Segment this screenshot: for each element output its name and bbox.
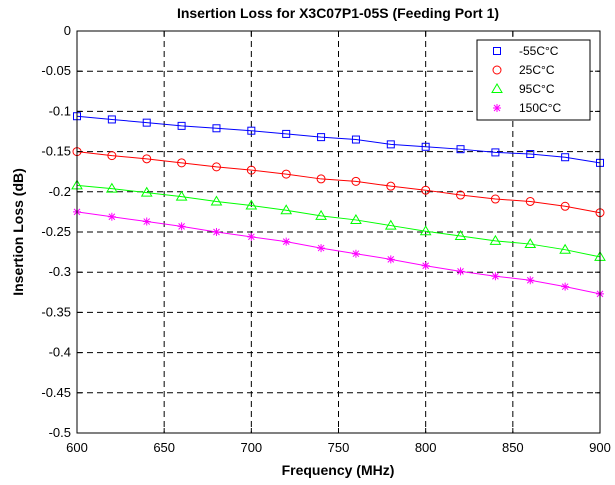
data-point — [386, 140, 395, 149]
data-point — [526, 276, 535, 285]
data-point — [386, 255, 395, 264]
y-tick-label: -0.25 — [41, 224, 71, 239]
y-axis-label: Insertion Loss (dB) — [10, 168, 26, 296]
y-tick-label: -0.4 — [49, 345, 71, 360]
data-point — [454, 230, 467, 241]
data-point — [142, 217, 151, 226]
data-point — [561, 282, 570, 291]
series-line — [76, 115, 601, 164]
data-point — [175, 190, 188, 201]
y-tick-label: -0.1 — [49, 103, 71, 118]
y-tick-label: -0.2 — [49, 184, 71, 199]
data-point — [105, 182, 118, 193]
legend-marker — [493, 47, 501, 55]
data-point — [246, 165, 256, 175]
legend-label: 95C°C — [519, 82, 555, 96]
legend-marker — [493, 104, 501, 112]
data-point — [177, 121, 186, 130]
data-point — [456, 267, 465, 276]
series-0 — [73, 112, 604, 167]
data-point — [456, 145, 465, 154]
x-tick-label: 900 — [589, 440, 611, 455]
data-point — [177, 158, 187, 168]
data-point — [560, 201, 570, 211]
data-point — [315, 209, 327, 220]
data-point — [489, 234, 502, 245]
data-point — [561, 153, 570, 162]
data-point — [491, 272, 500, 281]
series-1 — [72, 147, 605, 218]
data-point — [247, 126, 256, 135]
data-point — [282, 237, 291, 246]
y-tick-label: -0.45 — [41, 385, 71, 400]
data-point — [351, 135, 360, 144]
x-tick-label: 650 — [153, 440, 175, 455]
x-tick-label: 850 — [502, 440, 524, 455]
y-tick-label: -0.15 — [41, 144, 71, 159]
series-3 — [73, 207, 604, 298]
data-point — [317, 244, 326, 253]
data-point — [559, 243, 572, 254]
legend-label: -55C°C — [519, 44, 559, 58]
x-tick-label: 750 — [328, 440, 350, 455]
x-tick-label: 600 — [66, 440, 88, 455]
data-point — [140, 186, 153, 197]
data-point — [490, 194, 500, 204]
data-point — [384, 219, 397, 230]
data-point — [142, 118, 151, 127]
series-line — [76, 211, 601, 295]
data-point — [211, 162, 221, 172]
data-point — [282, 129, 291, 138]
series-2 — [71, 179, 606, 261]
legend-label: 25C°C — [519, 63, 555, 77]
data-point — [142, 154, 152, 164]
y-tick-label: -0.05 — [41, 63, 71, 78]
data-point — [421, 142, 430, 151]
legend-marker — [491, 83, 503, 93]
series-line — [76, 151, 601, 214]
legend-marker — [492, 65, 502, 75]
x-tick-label: 700 — [240, 440, 262, 455]
data-point — [107, 151, 117, 161]
data-point — [245, 199, 258, 210]
chart-title: Insertion Loss for X3C07P1-05S (Feeding … — [177, 5, 499, 21]
data-point — [491, 148, 500, 157]
data-point — [212, 228, 221, 236]
legend-label: 150C°C — [519, 101, 561, 115]
data-point — [316, 174, 326, 184]
data-point — [107, 212, 116, 221]
data-point — [525, 196, 535, 206]
data-point — [107, 115, 116, 124]
y-tick-label: -0.35 — [41, 304, 71, 319]
data-point — [526, 150, 535, 159]
y-tick-label: -0.3 — [49, 264, 71, 279]
x-tick-label: 800 — [415, 440, 437, 455]
data-point — [210, 195, 223, 206]
series-layer — [71, 112, 606, 298]
data-point — [351, 176, 361, 186]
data-point — [212, 124, 221, 133]
series-line — [76, 184, 601, 258]
data-point — [419, 225, 432, 236]
data-point — [280, 204, 293, 215]
data-point — [456, 190, 466, 200]
x-axis-label: Frequency (MHz) — [282, 462, 395, 478]
data-point — [281, 169, 291, 179]
data-point — [386, 181, 396, 191]
data-point — [317, 133, 326, 142]
data-point — [421, 261, 430, 270]
y-tick-label: 0 — [64, 23, 71, 38]
data-point — [421, 185, 431, 195]
data-point — [351, 249, 360, 258]
legend: -55C°C 25C°C 95C°C 150C°C — [476, 39, 591, 121]
data-point — [177, 222, 186, 231]
y-tick-label: -0.5 — [49, 425, 71, 440]
data-point — [524, 238, 537, 249]
data-point — [350, 213, 362, 224]
grid-lines — [77, 31, 600, 433]
data-point — [247, 232, 256, 241]
axis-ticks: 600 650 700 750 800 850 900 0 -0.05 -0.1 -0.15 -0.2… — [41, 23, 610, 455]
